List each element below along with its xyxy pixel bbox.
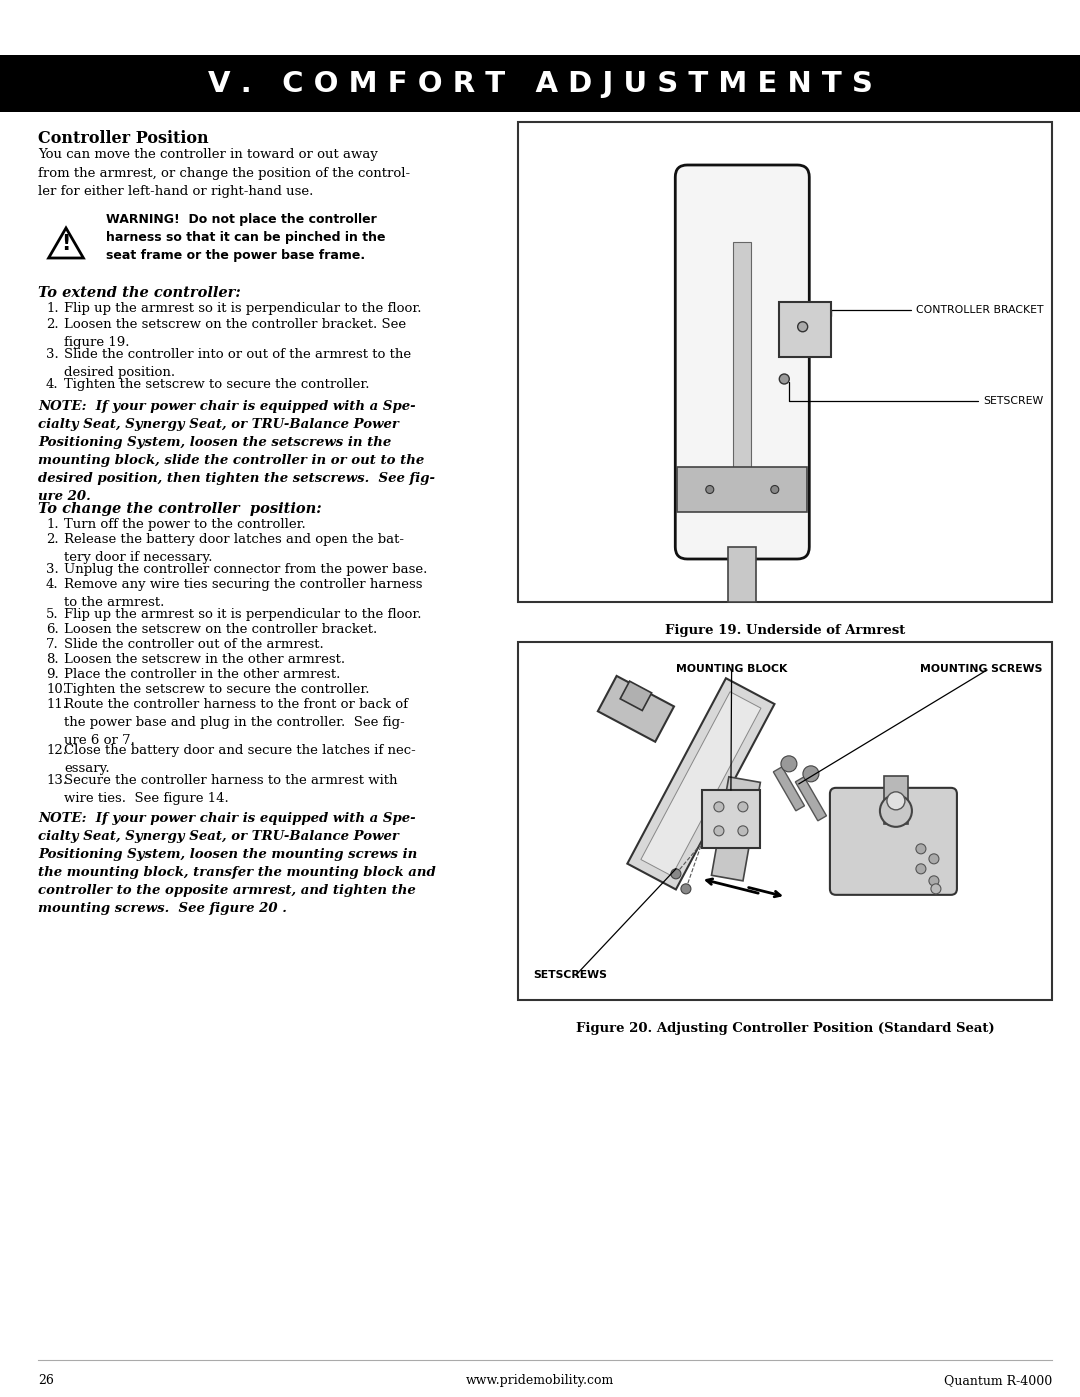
Text: Flip up the armrest so it is perpendicular to the floor.: Flip up the armrest so it is perpendicul… bbox=[64, 302, 421, 314]
Circle shape bbox=[714, 826, 724, 835]
Text: 7.: 7. bbox=[46, 638, 58, 651]
Polygon shape bbox=[620, 682, 651, 711]
Text: 2.: 2. bbox=[46, 319, 58, 331]
Text: 26: 26 bbox=[38, 1375, 54, 1387]
Text: 3.: 3. bbox=[46, 563, 58, 576]
Text: Loosen the setscrew on the controller bracket. See
figure 19.: Loosen the setscrew on the controller br… bbox=[64, 319, 406, 349]
Circle shape bbox=[916, 863, 926, 875]
Text: 9.: 9. bbox=[46, 668, 58, 680]
Text: 1.: 1. bbox=[46, 518, 58, 531]
Text: Remove any wire ties securing the controller harness
to the armrest.: Remove any wire ties securing the contro… bbox=[64, 578, 422, 609]
Text: Loosen the setscrew in the other armrest.: Loosen the setscrew in the other armrest… bbox=[64, 652, 346, 666]
Text: www.pridemobility.com: www.pridemobility.com bbox=[465, 1375, 615, 1387]
Bar bbox=[518, 122, 1052, 602]
Text: 4.: 4. bbox=[46, 578, 58, 591]
Circle shape bbox=[706, 486, 714, 493]
Text: 8.: 8. bbox=[46, 652, 58, 666]
Circle shape bbox=[671, 869, 680, 879]
Circle shape bbox=[880, 795, 912, 827]
Text: Flip up the armrest so it is perpendicular to the floor.: Flip up the armrest so it is perpendicul… bbox=[64, 608, 421, 622]
Text: To extend the controller:: To extend the controller: bbox=[38, 286, 241, 300]
Circle shape bbox=[929, 854, 939, 863]
Bar bbox=[702, 789, 760, 848]
Text: Slide the controller into or out of the armrest to the
desired position.: Slide the controller into or out of the … bbox=[64, 348, 411, 379]
Polygon shape bbox=[773, 767, 805, 810]
Text: 12.: 12. bbox=[46, 745, 67, 757]
FancyBboxPatch shape bbox=[675, 165, 809, 559]
Text: 10.: 10. bbox=[46, 683, 67, 696]
Text: 6.: 6. bbox=[46, 623, 58, 636]
Text: NOTE:  If your power chair is equipped with a Spe-
cialty Seat, Synergy Seat, or: NOTE: If your power chair is equipped wi… bbox=[38, 400, 435, 503]
Text: MOUNTING SCREWS: MOUNTING SCREWS bbox=[920, 664, 1042, 673]
Polygon shape bbox=[598, 676, 674, 742]
Bar bbox=[883, 775, 908, 824]
Circle shape bbox=[680, 884, 691, 894]
Text: 1.: 1. bbox=[46, 302, 58, 314]
Text: You can move the controller in toward or out away
from the armrest, or change th: You can move the controller in toward or… bbox=[38, 148, 410, 198]
Circle shape bbox=[738, 802, 748, 812]
Bar bbox=[0, 54, 1080, 112]
Polygon shape bbox=[640, 692, 761, 876]
Circle shape bbox=[916, 844, 926, 854]
Text: Slide the controller out of the armrest.: Slide the controller out of the armrest. bbox=[64, 638, 324, 651]
Text: 3.: 3. bbox=[46, 348, 58, 360]
Text: Turn off the power to the controller.: Turn off the power to the controller. bbox=[64, 518, 306, 531]
Text: 4.: 4. bbox=[46, 379, 58, 391]
Text: V .   C O M F O R T   A D J U S T M E N T S: V . C O M F O R T A D J U S T M E N T S bbox=[207, 70, 873, 98]
Circle shape bbox=[887, 792, 905, 810]
Text: MOUNTING BLOCK: MOUNTING BLOCK bbox=[676, 664, 787, 673]
Circle shape bbox=[781, 756, 797, 771]
Text: NOTE:  If your power chair is equipped with a Spe-
cialty Seat, Synergy Seat, or: NOTE: If your power chair is equipped wi… bbox=[38, 812, 435, 915]
Bar bbox=[677, 467, 807, 511]
Circle shape bbox=[929, 876, 939, 886]
Circle shape bbox=[802, 766, 819, 782]
Polygon shape bbox=[627, 678, 774, 890]
Circle shape bbox=[771, 486, 779, 493]
Text: WARNING!  Do not place the controller
harness so that it can be pinched in the
s: WARNING! Do not place the controller har… bbox=[106, 212, 386, 263]
Text: CONTROLLER BRACKET: CONTROLLER BRACKET bbox=[832, 305, 1044, 316]
Text: Place the controller in the other armrest.: Place the controller in the other armres… bbox=[64, 668, 340, 680]
Text: Tighten the setscrew to secure the controller.: Tighten the setscrew to secure the contr… bbox=[64, 683, 369, 696]
Text: To change the controller  position:: To change the controller position: bbox=[38, 502, 322, 515]
FancyBboxPatch shape bbox=[829, 788, 957, 895]
Text: Tighten the setscrew to secure the controller.: Tighten the setscrew to secure the contr… bbox=[64, 379, 369, 391]
Circle shape bbox=[931, 884, 941, 894]
Text: 13.: 13. bbox=[46, 774, 67, 787]
Text: !: ! bbox=[62, 235, 70, 254]
Text: Figure 19. Underside of Armrest: Figure 19. Underside of Armrest bbox=[665, 624, 905, 637]
Circle shape bbox=[738, 826, 748, 835]
Text: 5.: 5. bbox=[46, 608, 58, 622]
Circle shape bbox=[798, 321, 808, 331]
Polygon shape bbox=[795, 777, 826, 821]
Text: 2.: 2. bbox=[46, 534, 58, 546]
Text: Loosen the setscrew on the controller bracket.: Loosen the setscrew on the controller br… bbox=[64, 623, 377, 636]
Bar bbox=[733, 242, 752, 482]
Circle shape bbox=[780, 374, 789, 384]
Bar bbox=[780, 302, 832, 358]
Text: Release the battery door latches and open the bat-
tery door if necessary.: Release the battery door latches and ope… bbox=[64, 534, 404, 564]
Text: SETSCREWS: SETSCREWS bbox=[534, 970, 607, 981]
Circle shape bbox=[714, 802, 724, 812]
Text: Unplug the controller connector from the power base.: Unplug the controller connector from the… bbox=[64, 563, 428, 576]
Text: Secure the controller harness to the armrest with
wire ties.  See figure 14.: Secure the controller harness to the arm… bbox=[64, 774, 397, 805]
Polygon shape bbox=[49, 228, 83, 258]
Text: 11.: 11. bbox=[46, 698, 67, 711]
Text: Route the controller harness to the front or back of
the power base and plug in : Route the controller harness to the fron… bbox=[64, 698, 408, 747]
Text: Quantum R-4000: Quantum R-4000 bbox=[944, 1375, 1052, 1387]
Bar bbox=[518, 643, 1052, 1000]
Text: SETSCREW: SETSCREW bbox=[789, 381, 1044, 407]
Text: Figure 20. Adjusting Controller Position (Standard Seat): Figure 20. Adjusting Controller Position… bbox=[576, 1023, 995, 1035]
Bar bbox=[728, 548, 756, 602]
Text: Controller Position: Controller Position bbox=[38, 130, 208, 147]
Text: Close the battery door and secure the latches if nec-
essary.: Close the battery door and secure the la… bbox=[64, 745, 416, 775]
Polygon shape bbox=[712, 777, 760, 882]
